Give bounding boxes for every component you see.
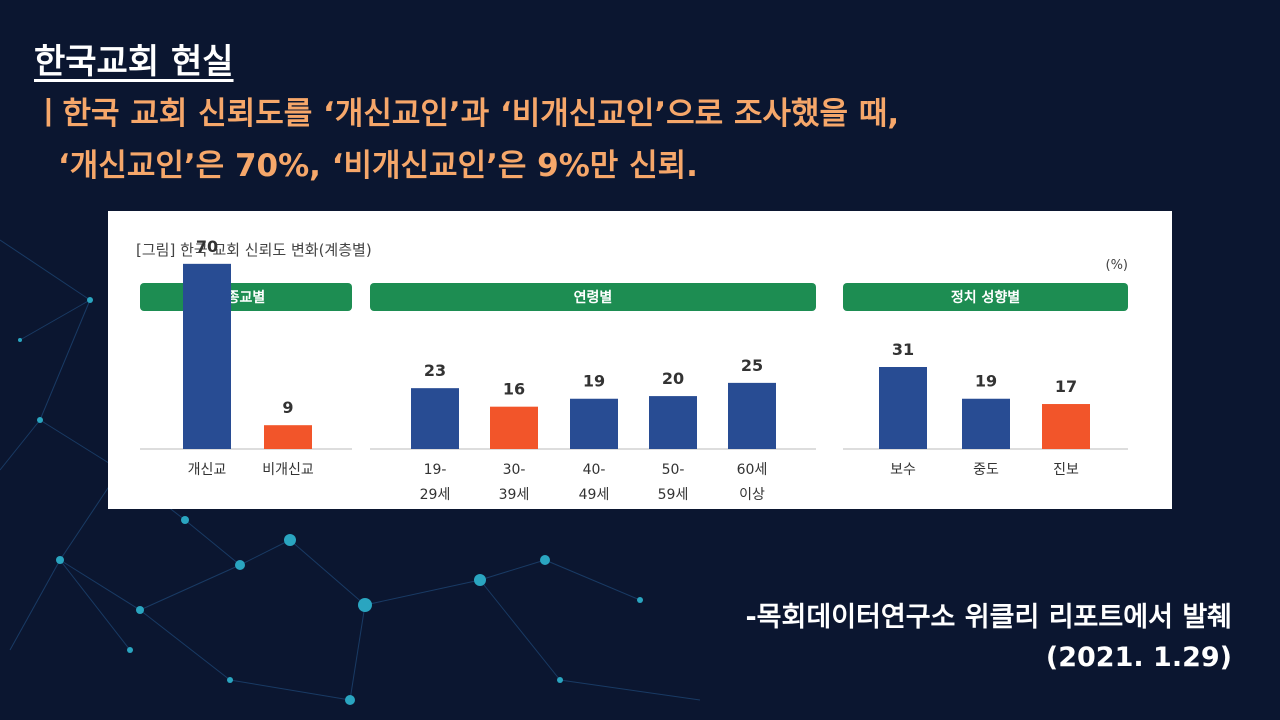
group-header-1 (370, 283, 816, 311)
chart-panel: [그림] 한국 교회 신뢰도 변화(계층별) (%) 종교별 70 개신교 9 비개신교 연령… (108, 211, 1172, 509)
slide-subtitle: ㅣ한국 교회 신뢰도를 ‘개신교인’과 ‘비개신교인’으로 조사했을 때, ‘개… (34, 88, 1254, 192)
category-label: 50- (662, 462, 685, 478)
chart-unit: (%) (1106, 258, 1129, 273)
category-label: 59세 (658, 487, 689, 503)
category-label: 진보 (1053, 462, 1079, 478)
bar (570, 398, 618, 449)
bar (879, 367, 927, 449)
group-header-label: 연령별 (574, 289, 613, 306)
bar (649, 396, 697, 449)
category-label: 19- (424, 462, 447, 478)
category-label: 이상 (739, 487, 765, 503)
group-header-label: 정치 성향별 (951, 289, 1020, 306)
category-label: 개신교 (188, 462, 227, 478)
category-label: 29세 (420, 487, 451, 503)
category-label: 39세 (499, 487, 530, 503)
slide-title: 한국교회 현실 (34, 42, 234, 82)
category-label: 49세 (579, 487, 610, 503)
trust-bar-chart: [그림] 한국 교회 신뢰도 변화(계층별) (%) 종교별 70 개신교 9 비개신교 연령… (136, 237, 1129, 503)
source-line-1: -목회데이터연구소 위클리 리포트에서 발췌 (745, 602, 1232, 633)
bar (183, 263, 231, 449)
bar-value-label: 19 (583, 372, 605, 391)
subtitle-line-2: ‘개신교인’은 70%, ‘비개신교인’은 9%만 신뢰. (58, 148, 698, 184)
group-header-2 (843, 283, 1128, 311)
category-label: 40- (583, 462, 606, 478)
bar-value-label: 19 (975, 372, 997, 391)
bar (728, 382, 776, 449)
chart-title: [그림] 한국 교회 신뢰도 변화(계층별) (136, 241, 372, 259)
bar (264, 425, 312, 449)
bar-value-label: 17 (1055, 377, 1077, 396)
bar-value-label: 31 (892, 340, 914, 359)
source-date: (2021. 1.29) (1045, 642, 1232, 673)
bar-value-label: 20 (662, 369, 684, 388)
source-citation: -목회데이터연구소 위클리 리포트에서 발췌 (2021. 1.29) (745, 598, 1232, 678)
category-label: 비개신교 (262, 462, 314, 478)
group-header-label: 종교별 (227, 289, 266, 306)
bar (962, 398, 1010, 449)
bar-value-label: 25 (741, 356, 763, 375)
bar (1042, 404, 1090, 449)
category-label: 중도 (973, 462, 999, 478)
subtitle-line-1: ㅣ한국 교회 신뢰도를 ‘개신교인’과 ‘비개신교인’으로 조사했을 때, (34, 96, 900, 132)
category-label: 30- (503, 462, 526, 478)
bar-value-label: 16 (503, 380, 525, 399)
bar (411, 388, 459, 449)
bar-value-label: 70 (196, 237, 218, 256)
category-label: 60세 (737, 462, 768, 478)
bar-value-label: 23 (424, 361, 446, 380)
category-label: 보수 (890, 462, 916, 478)
bar (490, 406, 538, 449)
bar-value-label: 9 (282, 398, 293, 417)
